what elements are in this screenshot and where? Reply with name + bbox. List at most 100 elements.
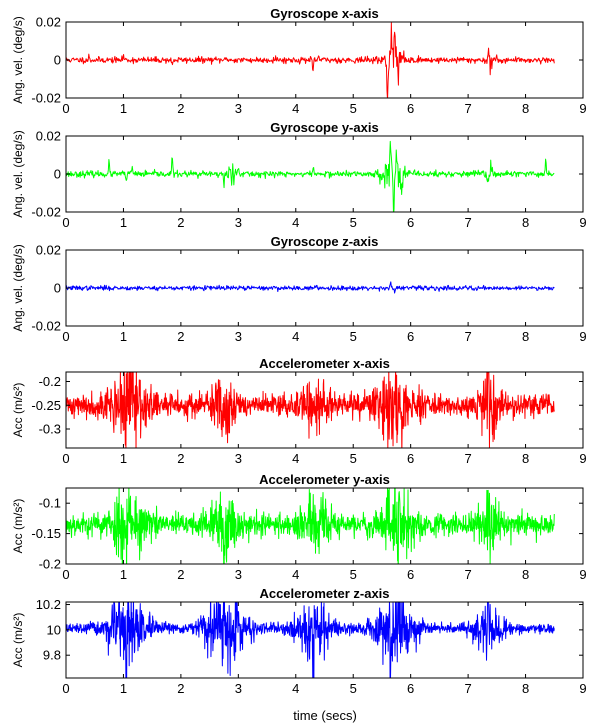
y-axis-label: Ang. vel. (deg/s) bbox=[11, 244, 25, 331]
x-tick-label: 6 bbox=[407, 681, 414, 696]
chart-panels: Gyroscope x-axis Ang. vel. (deg/s) 0 1 2 3 4 5 6… bbox=[11, 6, 587, 696]
x-tick-label: 7 bbox=[464, 101, 471, 116]
series-line bbox=[66, 602, 555, 678]
x-tick-label: 4 bbox=[292, 451, 299, 466]
x-tick-label: 6 bbox=[407, 215, 414, 230]
subplot-title: Gyroscope y-axis bbox=[270, 120, 378, 135]
x-tick-label: 4 bbox=[292, 681, 299, 696]
x-tick-label: 0 bbox=[62, 681, 69, 696]
x-tick-label: 0 bbox=[62, 451, 69, 466]
subplot-title: Accelerometer x-axis bbox=[259, 356, 390, 371]
x-tick-label: 4 bbox=[292, 329, 299, 344]
x-tick-label: 2 bbox=[177, 681, 184, 696]
x-tick-label: 5 bbox=[350, 681, 357, 696]
x-tick-label: 9 bbox=[579, 215, 586, 230]
subplot-6: Accelerometer z-axis Acc (m/s²) 0 1 2 3 4 5 6 7 8 9… bbox=[11, 586, 587, 696]
y-axis-label: Acc (m/s²) bbox=[11, 499, 25, 554]
series-line bbox=[66, 372, 555, 448]
x-tick-label: 7 bbox=[464, 681, 471, 696]
x-tick-label: 9 bbox=[579, 567, 586, 582]
x-tick-label: 3 bbox=[235, 329, 242, 344]
x-tick-label: 1 bbox=[120, 215, 127, 230]
x-tick-label: 1 bbox=[120, 681, 127, 696]
x-tick-label: 3 bbox=[235, 681, 242, 696]
series-line bbox=[66, 488, 555, 564]
y-tick-label: -0.02 bbox=[31, 205, 61, 220]
x-tick-label: 6 bbox=[407, 567, 414, 582]
x-tick-label: 8 bbox=[522, 101, 529, 116]
x-tick-label: 6 bbox=[407, 101, 414, 116]
y-tick-label: 0.02 bbox=[36, 243, 61, 258]
subplot-title: Gyroscope x-axis bbox=[270, 6, 378, 21]
y-axis-label: Ang. vel. (deg/s) bbox=[11, 16, 25, 103]
x-tick-label: 5 bbox=[350, 101, 357, 116]
series-line bbox=[66, 22, 555, 98]
y-tick-label: -0.1 bbox=[39, 496, 61, 511]
x-tick-label: 9 bbox=[579, 329, 586, 344]
y-axis-label: Acc (m/s²) bbox=[11, 383, 25, 438]
series-line bbox=[66, 140, 555, 212]
x-tick-label: 0 bbox=[62, 567, 69, 582]
x-tick-label: 0 bbox=[62, 329, 69, 344]
x-tick-label: 3 bbox=[235, 101, 242, 116]
x-tick-label: 6 bbox=[407, 451, 414, 466]
x-tick-label: 2 bbox=[177, 101, 184, 116]
y-axis-label: Acc (m/s²) bbox=[11, 613, 25, 668]
x-tick-label: 1 bbox=[120, 329, 127, 344]
y-tick-label: 9.8 bbox=[43, 648, 61, 663]
y-tick-label: 0.02 bbox=[36, 15, 61, 30]
x-tick-label: 3 bbox=[235, 567, 242, 582]
x-tick-label: 2 bbox=[177, 451, 184, 466]
x-tick-label: 0 bbox=[62, 101, 69, 116]
x-tick-label: 5 bbox=[350, 451, 357, 466]
y-axis-label: Ang. vel. (deg/s) bbox=[11, 130, 25, 217]
y-tick-label: 10 bbox=[47, 622, 61, 637]
x-tick-label: 2 bbox=[177, 329, 184, 344]
y-tick-label: -0.15 bbox=[31, 526, 61, 541]
x-tick-label: 8 bbox=[522, 681, 529, 696]
x-tick-label: 0 bbox=[62, 215, 69, 230]
x-tick-label: 8 bbox=[522, 329, 529, 344]
x-tick-label: 5 bbox=[350, 215, 357, 230]
y-tick-label: -0.2 bbox=[39, 374, 61, 389]
x-tick-label: 5 bbox=[350, 567, 357, 582]
subplot-title: Gyroscope z-axis bbox=[271, 234, 379, 249]
x-tick-label: 7 bbox=[464, 451, 471, 466]
y-tick-label: 0 bbox=[54, 53, 61, 68]
x-tick-label: 1 bbox=[120, 101, 127, 116]
subplot-4: Accelerometer x-axis Acc (m/s²) 0 1 2 3 4 5 6 7 8 9… bbox=[11, 356, 587, 466]
x-tick-label: 4 bbox=[292, 101, 299, 116]
x-tick-label: 8 bbox=[522, 451, 529, 466]
x-tick-label: 9 bbox=[579, 451, 586, 466]
subplot-3: Gyroscope z-axis Ang. vel. (deg/s) 0 1 2 3 4 5 6… bbox=[11, 234, 587, 344]
x-tick-label: 3 bbox=[235, 215, 242, 230]
y-tick-label: -0.02 bbox=[31, 319, 61, 334]
x-tick-label: 9 bbox=[579, 101, 586, 116]
subplot-1: Gyroscope x-axis Ang. vel. (deg/s) 0 1 2 3 4 5 6… bbox=[11, 6, 587, 116]
y-tick-label: 10.2 bbox=[36, 597, 61, 612]
y-tick-label: -0.3 bbox=[39, 422, 61, 437]
x-tick-label: 8 bbox=[522, 567, 529, 582]
x-tick-label: 6 bbox=[407, 329, 414, 344]
y-tick-label: -0.2 bbox=[39, 557, 61, 572]
y-tick-label: 0 bbox=[54, 167, 61, 182]
y-tick-label: 0.02 bbox=[36, 129, 61, 144]
subplot-title: Accelerometer z-axis bbox=[259, 586, 389, 601]
subplot-5: Accelerometer y-axis Acc (m/s²) 0 1 2 3 4 5 6 7 8 9… bbox=[11, 472, 587, 582]
subplot-2: Gyroscope y-axis Ang. vel. (deg/s) 0 1 2 3 4 5 6… bbox=[11, 120, 587, 230]
y-tick-label: 0 bbox=[54, 281, 61, 296]
x-tick-label: 8 bbox=[522, 215, 529, 230]
subplot-title: Accelerometer y-axis bbox=[259, 472, 390, 487]
x-axis-label: time (secs) bbox=[293, 708, 357, 723]
axes-box bbox=[65, 601, 584, 679]
x-tick-label: 7 bbox=[464, 567, 471, 582]
x-tick-label: 4 bbox=[292, 567, 299, 582]
x-tick-label: 2 bbox=[177, 215, 184, 230]
x-tick-label: 5 bbox=[350, 329, 357, 344]
x-tick-label: 7 bbox=[464, 329, 471, 344]
y-tick-label: -0.02 bbox=[31, 91, 61, 106]
x-tick-label: 1 bbox=[120, 567, 127, 582]
x-tick-label: 3 bbox=[235, 451, 242, 466]
y-tick-label: -0.25 bbox=[31, 398, 61, 413]
